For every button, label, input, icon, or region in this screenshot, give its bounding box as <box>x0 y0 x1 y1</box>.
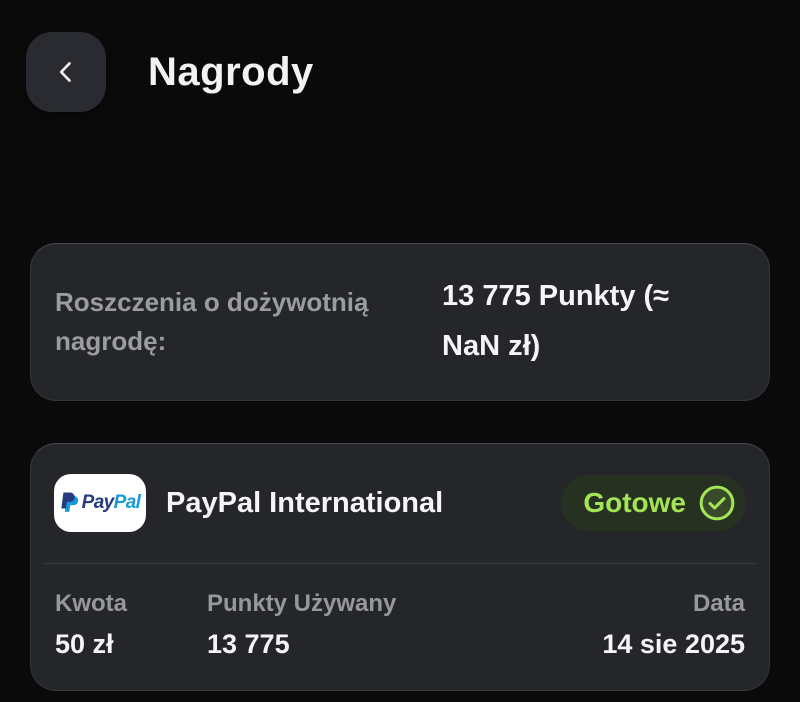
back-button[interactable] <box>26 32 106 112</box>
provider-name: PayPal International <box>166 486 444 519</box>
paypal-wordmark: Pay Pal <box>82 492 141 514</box>
date-value: 14 sie 2025 <box>602 628 745 659</box>
divider <box>45 562 755 564</box>
lifetime-claim-card: Roszczenia o dożywotnią nagrodę: 13 775 … <box>30 243 770 401</box>
paypal-wordmark-pal: Pal <box>113 492 141 514</box>
amount-value: 50 zł <box>55 628 114 659</box>
page-title: Nagrody <box>148 49 314 94</box>
date-field: Data 14 sie 2025 <box>602 590 745 660</box>
reward-card-header: Pay Pal PayPal International Gotowe <box>31 444 769 563</box>
status-label: Gotowe <box>583 487 686 519</box>
amount-label: Kwota <box>55 589 127 617</box>
points-used-field: Punkty Używany 13 775 <box>207 590 602 660</box>
status-badge: Gotowe <box>561 475 746 532</box>
amount-field: Kwota 50 zł <box>55 590 207 660</box>
paypal-monogram-icon <box>60 491 79 515</box>
paypal-wordmark-pay: Pay <box>81 492 115 514</box>
points-used-value: 13 775 <box>207 628 290 659</box>
date-label: Data <box>692 589 745 617</box>
lifetime-claim-label: Roszczenia o dożywotnią nagrodę: <box>55 286 369 356</box>
points-used-label: Punkty Używany <box>207 589 397 617</box>
paypal-logo: Pay Pal <box>54 474 146 533</box>
reward-details: Kwota 50 zł Punkty Używany 13 775 Data 1… <box>31 564 769 660</box>
lifetime-claim-value: 13 775 Punkty (≈ NaN zł) <box>442 280 670 362</box>
header: Nagrody <box>0 0 800 112</box>
check-circle-icon <box>698 484 736 522</box>
reward-card[interactable]: Pay Pal PayPal International Gotowe Kwota… <box>30 442 770 691</box>
chevron-left-icon <box>50 56 82 88</box>
